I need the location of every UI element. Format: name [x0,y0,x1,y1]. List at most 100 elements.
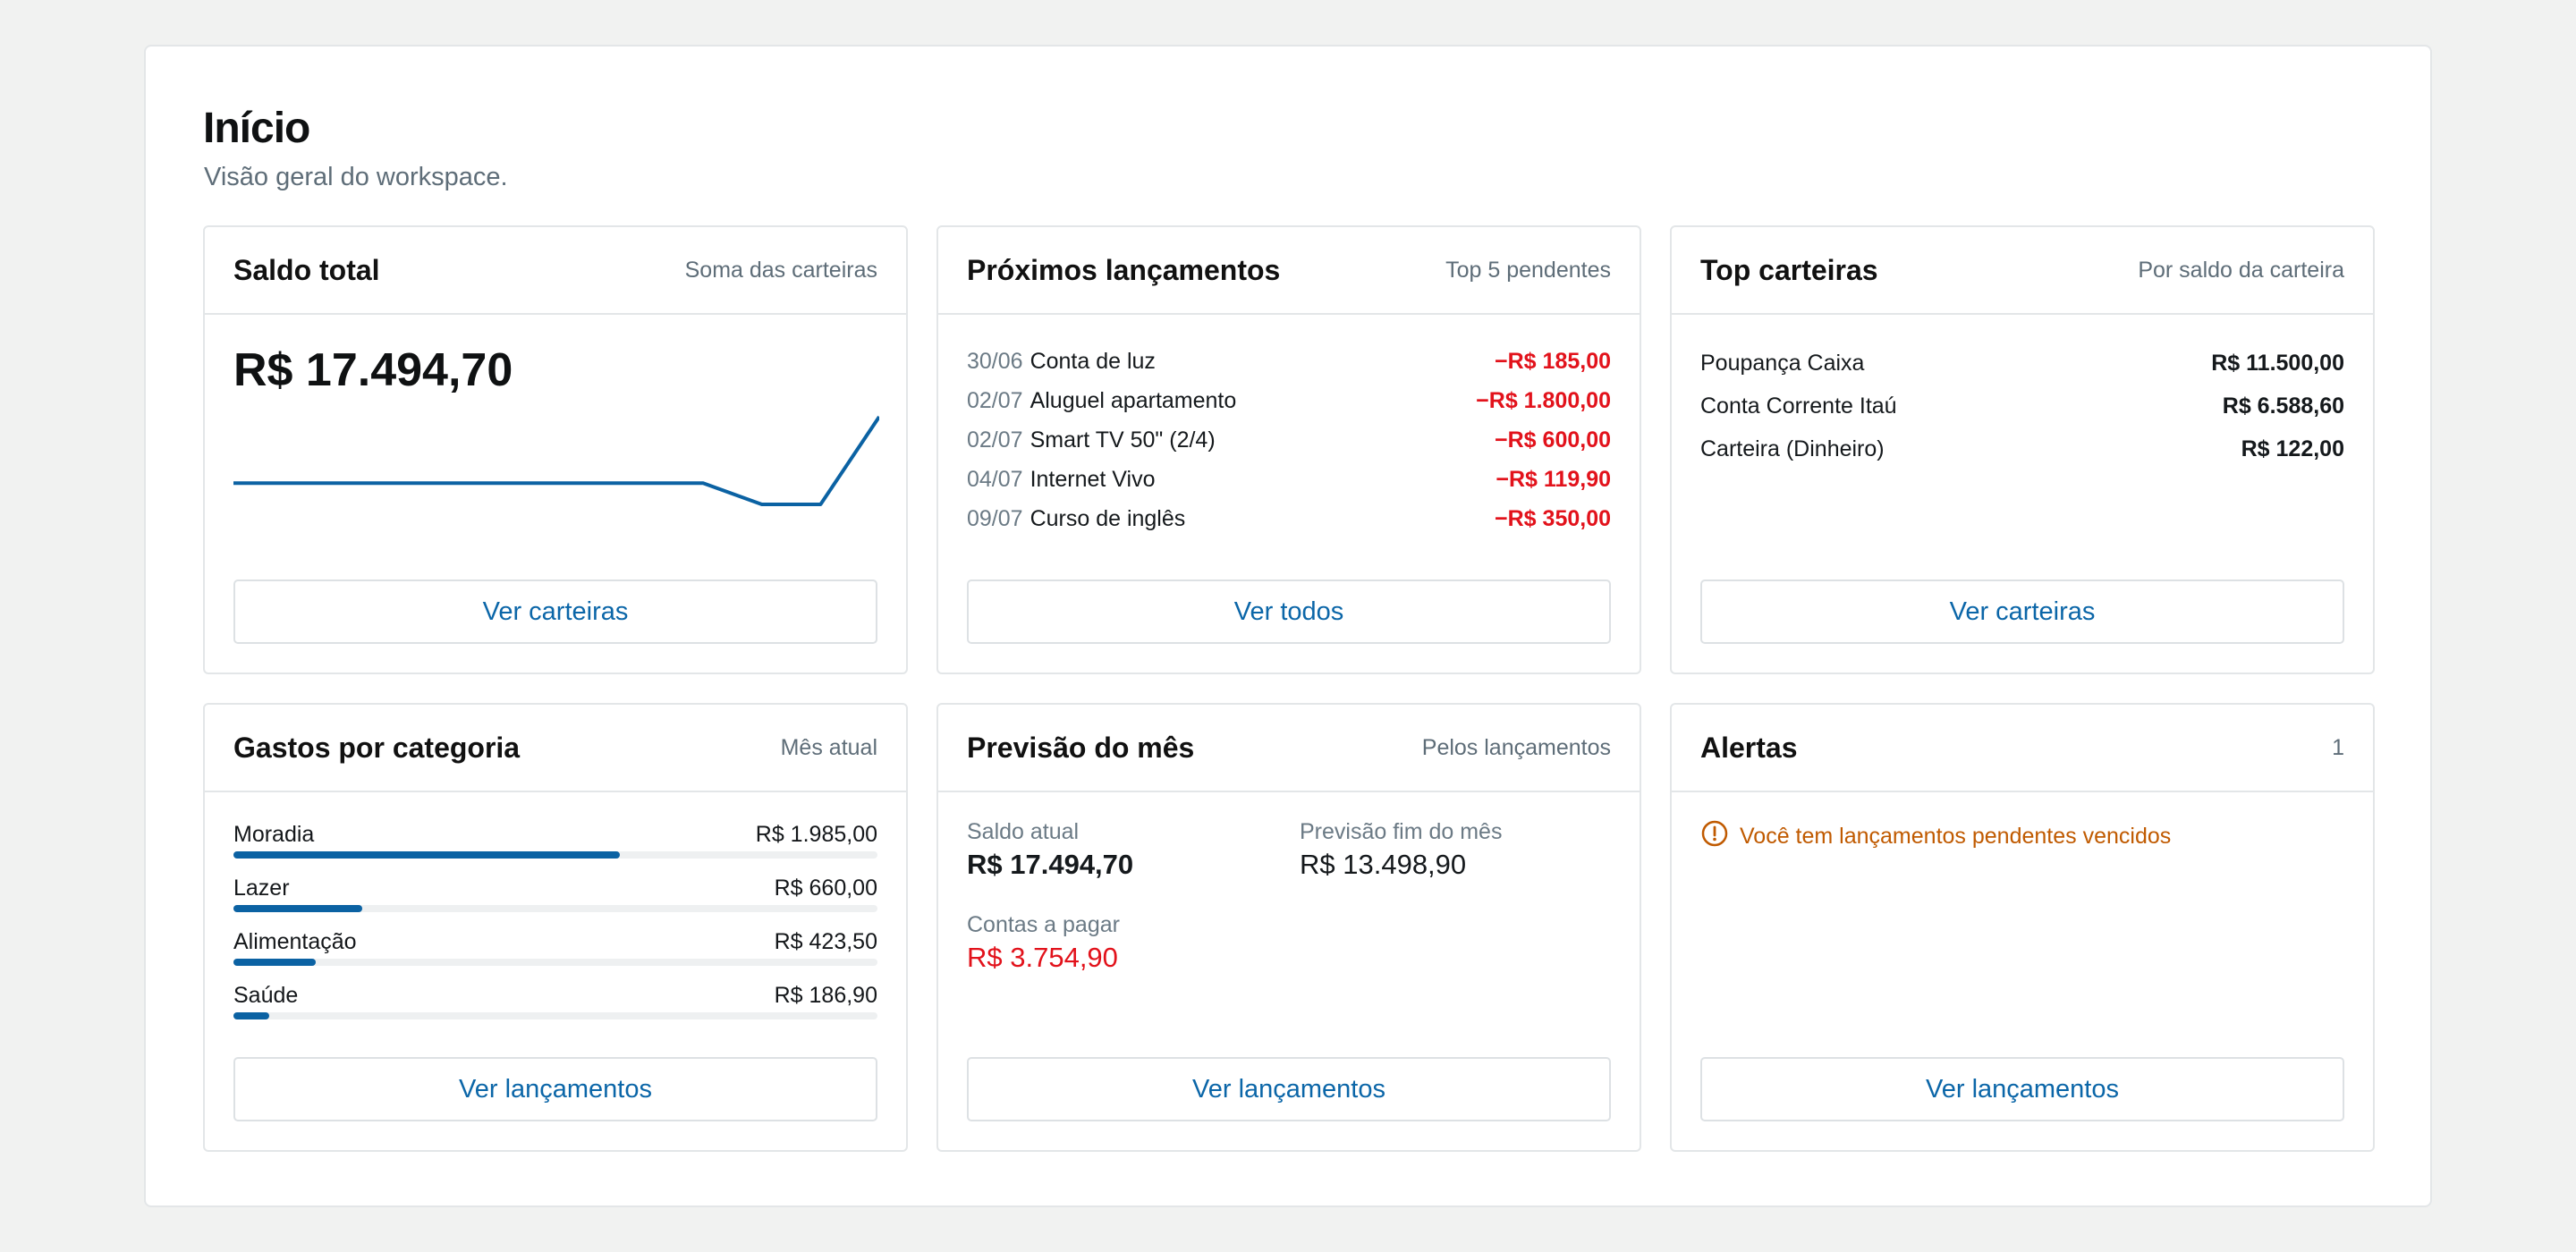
item-description: Smart TV 50" (2/4) [1030,427,1216,453]
view-all-button[interactable]: Ver todos [967,579,1611,644]
sparkline-line [233,415,879,506]
category-name: Moradia [233,821,315,847]
category-bar-track [233,905,877,912]
view-entries-button[interactable]: Ver lançamentos [967,1057,1611,1121]
category-amount: R$ 186,90 [774,982,877,1008]
card-body: 30/06 Conta de luz −R$ 185,00 02/07 Alugue… [938,315,1640,673]
card-header: Alertas 1 [1672,705,2373,792]
item-description: Curso de inglês [1030,505,1186,531]
item-amount: −R$ 600,00 [1495,427,1611,453]
alerts-count: 1 [2332,734,2344,760]
item-date: 04/07 [967,466,1023,492]
page-subtitle: Visão geral do workspace. [204,163,508,191]
card-meta: Mês atual [780,734,877,760]
payable-value: R$ 3.754,90 [967,942,1118,973]
item-description: Aluguel apartamento [1030,387,1237,413]
item-date: 09/07 [967,505,1023,531]
card-meta: Pelos lançamentos [1421,734,1611,760]
view-wallets-button[interactable]: Ver carteiras [233,579,877,644]
category-amount: R$ 660,00 [774,875,877,901]
alert-item[interactable]: Você tem lançamentos pendentes vencidos [1700,819,2171,854]
card-header: Top carteiras Por saldo da carteira [1672,227,2373,315]
category-item: Moradia R$ 1.985,00 [233,819,877,873]
category-bar-track [233,1012,877,1019]
total-balance-value: R$ 17.494,70 [233,344,513,396]
card-header: Gastos por categoria Mês atual [205,705,906,792]
alert-message: Você tem lançamentos pendentes vencidos [1740,824,2172,849]
list-item[interactable]: 02/07 Smart TV 50" (2/4) −R$ 600,00 [967,420,1611,460]
card-body: Você tem lançamentos pendentes vencidos … [1672,792,2373,1150]
card-title: Saldo total [233,253,380,286]
category-bar-track [233,959,877,966]
card-title: Previsão do mês [967,731,1195,764]
card-header: Saldo total Soma das carteiras [205,227,906,315]
item-amount: −R$ 1.800,00 [1476,387,1611,413]
category-bar-track [233,851,877,859]
alert-circle-icon [1700,819,1729,854]
wallet-amount: R$ 122,00 [2241,436,2344,461]
item-date: 02/07 [967,427,1023,453]
wallet-name: Carteira (Dinheiro) [1700,436,1885,461]
workspace-panel: Início Visão geral do workspace. Saldo t… [144,45,2432,1207]
balance-card: Saldo total Soma das carteiras R$ 17.494… [203,225,908,674]
category-name: Lazer [233,875,290,901]
card-body: R$ 17.494,70 Ver carteiras [205,315,906,673]
card-header: Previsão do mês Pelos lançamentos [938,705,1640,792]
end-of-month-forecast: Previsão fim do mês R$ 13.498,90 [1300,819,1502,881]
card-title: Gastos por categoria [233,731,521,764]
wallets-list: Poupança Caixa R$ 11.500,00 Conta Corren… [1700,342,2344,470]
current-balance-label: Saldo atual [967,819,1080,844]
card-body: Poupança Caixa R$ 11.500,00 Conta Corren… [1672,315,2373,673]
category-list: Moradia R$ 1.985,00 Lazer R$ 660,00 Alimen… [233,819,877,1034]
payable-label: Contas a pagar [967,912,1120,937]
upcoming-list: 30/06 Conta de luz −R$ 185,00 02/07 Alugue… [967,342,1611,538]
item-description: Conta de luz [1030,348,1156,374]
current-balance: Saldo atual R$ 17.494,70 [967,819,1133,881]
top-wallets-card: Top carteiras Por saldo da carteira Poup… [1670,225,2375,674]
bills-payable: Contas a pagar R$ 3.754,90 [967,912,1120,974]
list-item[interactable]: 04/07 Internet Vivo −R$ 119,90 [967,460,1611,499]
forecast-value: R$ 13.498,90 [1300,849,1467,880]
list-item[interactable]: Poupança Caixa R$ 11.500,00 [1700,342,2344,385]
card-meta: Top 5 pendentes [1445,257,1611,283]
card-meta: Soma das carteiras [684,257,877,283]
category-name: Saúde [233,982,299,1008]
current-balance-value: R$ 17.494,70 [967,849,1134,880]
view-entries-button[interactable]: Ver lançamentos [1700,1057,2344,1121]
categories-card: Gastos por categoria Mês atual Moradia R$… [203,703,908,1152]
list-item[interactable]: 30/06 Conta de luz −R$ 185,00 [967,342,1611,381]
card-body: Saldo atual R$ 17.494,70 Previsão fim do… [938,792,1640,1150]
view-wallets-button[interactable]: Ver carteiras [1700,579,2344,644]
category-amount: R$ 423,50 [774,928,877,954]
item-amount: −R$ 119,90 [1496,466,1611,492]
card-title: Alertas [1700,731,1798,764]
list-item[interactable]: Conta Corrente Itaú R$ 6.588,60 [1700,385,2344,427]
list-item[interactable]: 02/07 Aluguel apartamento −R$ 1.800,00 [967,381,1611,420]
alerts-card: Alertas 1 Você tem lançamentos pendentes… [1670,703,2375,1152]
item-date: 02/07 [967,387,1023,413]
category-item: Alimentação R$ 423,50 [233,926,877,980]
category-amount: R$ 1.985,00 [755,821,877,847]
list-item[interactable]: Carteira (Dinheiro) R$ 122,00 [1700,427,2344,470]
category-name: Alimentação [233,928,357,954]
card-header: Próximos lançamentos Top 5 pendentes [938,227,1640,315]
balance-sparkline [233,415,879,506]
category-bar-fill [233,851,620,859]
forecast-label: Previsão fim do mês [1300,819,1503,844]
card-meta: Por saldo da carteira [2138,257,2344,283]
card-title: Próximos lançamentos [967,253,1281,286]
card-body: Moradia R$ 1.985,00 Lazer R$ 660,00 Alimen… [205,792,906,1150]
wallet-amount: R$ 6.588,60 [2222,393,2344,419]
category-item: Saúde R$ 186,90 [233,980,877,1034]
item-date: 30/06 [967,348,1023,374]
upcoming-card: Próximos lançamentos Top 5 pendentes 30/… [936,225,1641,674]
item-amount: −R$ 185,00 [1495,348,1611,374]
item-amount: −R$ 350,00 [1495,505,1611,531]
category-bar-fill [233,959,317,966]
view-entries-button[interactable]: Ver lançamentos [233,1057,877,1121]
list-item[interactable]: 09/07 Curso de inglês −R$ 350,00 [967,499,1611,538]
wallet-name: Poupança Caixa [1700,350,1865,376]
card-title: Top carteiras [1700,253,1878,286]
wallet-name: Conta Corrente Itaú [1700,393,1897,419]
forecast-card: Previsão do mês Pelos lançamentos Saldo … [936,703,1641,1152]
